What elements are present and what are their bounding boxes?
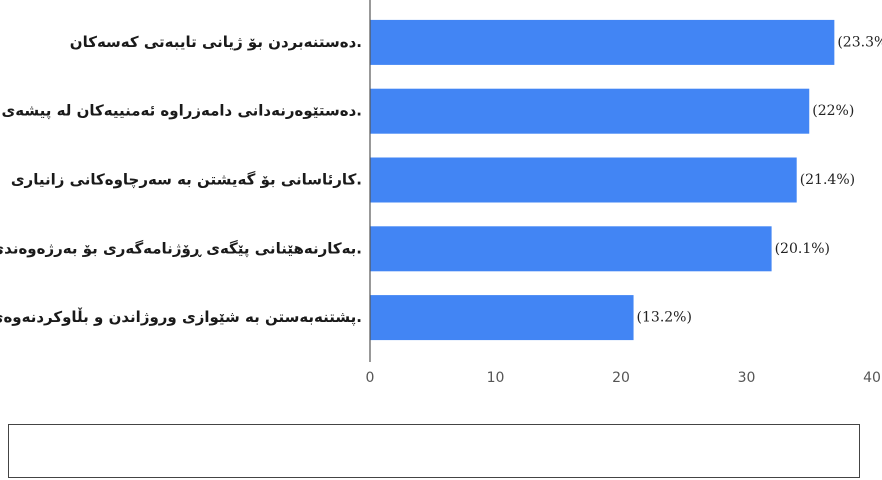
data-label-5: (13.2%) bbox=[637, 310, 692, 326]
x-tick-label-20: 20 bbox=[612, 370, 630, 386]
bar-2 bbox=[370, 88, 810, 134]
x-tick-labels-group: 0 10 20 30 40 bbox=[366, 370, 881, 386]
empty-footer-box bbox=[8, 424, 860, 478]
bar-4 bbox=[370, 226, 772, 272]
data-labels-group: (23.3%) (22%) (21.4%) (20.1%) (13.2%) bbox=[637, 34, 882, 325]
category-label-2: دەستێوەرنەدانی دامەزراوە ئەمنییەکان لە پ… bbox=[0, 102, 362, 121]
bar-1 bbox=[370, 19, 835, 65]
category-label-4: بەکارنەهێنانی پێگەی ڕۆژنامەگەری بۆ بەرژە… bbox=[0, 239, 362, 258]
bars-group bbox=[370, 19, 835, 341]
data-label-4: (20.1%) bbox=[775, 241, 830, 257]
data-label-1: (23.3%) bbox=[837, 34, 882, 50]
x-tick-label-10: 10 bbox=[487, 370, 505, 386]
bar-5 bbox=[370, 295, 634, 341]
x-tick-label-30: 30 bbox=[738, 370, 756, 386]
category-label-3: کارئاسانی بۆ گەیشتن بە سەرچاوەکانی زانیا… bbox=[11, 171, 362, 190]
x-tick-label-0: 0 bbox=[366, 370, 375, 386]
x-tick-label-40: 40 bbox=[863, 370, 881, 386]
bar-3 bbox=[370, 157, 797, 203]
category-labels-group: دەستنەبردن بۆ ژیانی تایبەتی کەسەکان. دەست… bbox=[0, 33, 362, 327]
category-label-5: پشتنەبەستن بە شێوازی وروژاندن و بڵاوکردن… bbox=[0, 307, 362, 327]
data-label-2: (22%) bbox=[812, 103, 854, 119]
category-label-1: دەستنەبردن بۆ ژیانی تایبەتی کەسەکان. bbox=[70, 33, 362, 51]
data-label-3: (21.4%) bbox=[800, 172, 855, 188]
